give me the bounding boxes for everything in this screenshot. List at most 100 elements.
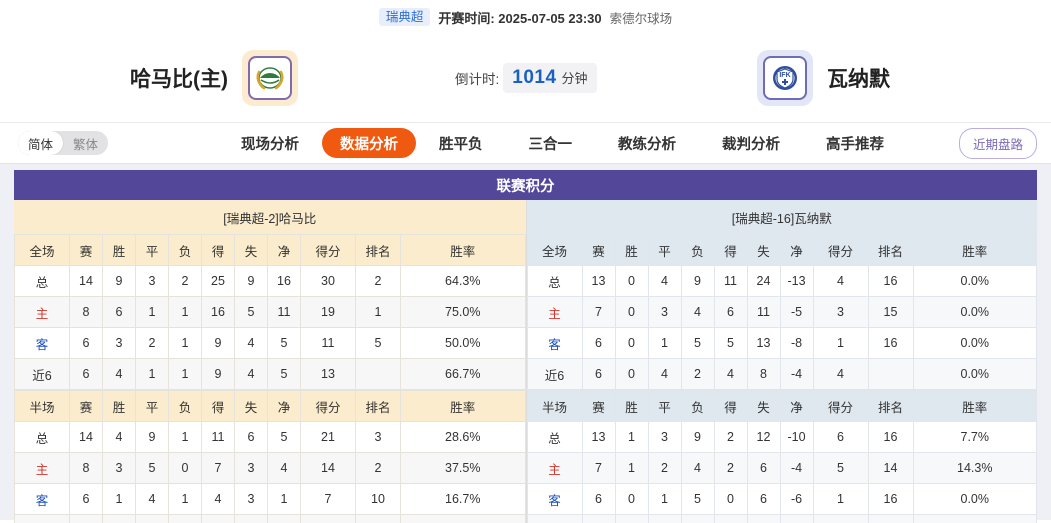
- row-scope-label: 客: [14, 327, 70, 359]
- cell-stat: 19: [300, 296, 356, 328]
- row-scope-label: 总: [14, 265, 70, 297]
- cell-stat: 11: [713, 265, 748, 297]
- cell-stat: 1: [168, 483, 202, 515]
- cell-stat: 2: [713, 452, 748, 484]
- cell-stat: 0: [168, 452, 202, 484]
- cell-stat: 16: [867, 421, 914, 453]
- nav-bar: 简体 繁体 现场分析 数据分析 胜平负 三合一 教练分析 裁判分析 高手推荐 近…: [0, 122, 1051, 164]
- lang-simplified-option[interactable]: 简体: [18, 131, 64, 155]
- cell-stat: 2: [355, 265, 401, 297]
- away-standings-panel: [瑞典超-16]瓦纳默 全场 赛 胜 平 负 得 失 净: [525, 200, 1038, 523]
- cell-stat: 8: [746, 358, 781, 390]
- cell-stat: 3: [812, 296, 869, 328]
- lang-traditional-option[interactable]: 繁体: [73, 137, 99, 152]
- cell-stat: 6: [713, 296, 748, 328]
- cell-stat: 1: [614, 421, 649, 453]
- cell-stat: 3: [201, 514, 235, 523]
- col-win-rate: 胜率: [912, 234, 1037, 266]
- cell-win-rate: 28.6%: [400, 421, 526, 453]
- away-fulltime-body: 总 13 0 4 9 11 24 -13 4 16 0.0% 主 7 0 3 4 6 11 -5 3 15 0.0% 客 6 0…: [526, 265, 1037, 390]
- cell-stat: 2: [647, 452, 682, 484]
- col-loss: 负: [680, 390, 715, 422]
- col-draw: 平: [647, 234, 682, 266]
- col-loss: 负: [680, 234, 715, 266]
- cell-stat: 4: [746, 514, 781, 523]
- col-played: 赛: [581, 234, 616, 266]
- cell-stat: 5: [680, 327, 715, 359]
- cell-stat: 4: [135, 483, 169, 515]
- tab-live-analysis[interactable]: 现场分析: [241, 136, 299, 153]
- cell-stat: 4: [812, 358, 869, 390]
- cell-stat: -5: [779, 296, 814, 328]
- cell-stat: 7: [201, 452, 235, 484]
- cell-stat: 3: [355, 421, 401, 453]
- cell-win-rate: 64.3%: [400, 265, 526, 297]
- tab-coach-analysis[interactable]: 教练分析: [618, 136, 676, 153]
- col-rank: 排名: [355, 390, 401, 422]
- home-team-name: 哈马比(主): [130, 68, 228, 91]
- cell-stat: 9: [234, 265, 268, 297]
- countdown-unit: 分钟: [561, 71, 588, 86]
- table-row: 客 6 0 1 5 0 6 -6 1 16 0.0%: [526, 483, 1037, 515]
- cell-stat: 16: [201, 296, 235, 328]
- cell-stat: 1: [135, 296, 169, 328]
- cell-stat: 4: [680, 296, 715, 328]
- col-goal-diff: 净: [267, 390, 301, 422]
- row-scope-label: 客: [526, 483, 583, 515]
- tab-referee-analysis[interactable]: 裁判分析: [722, 136, 780, 153]
- recent-odds-button[interactable]: 近期盘路: [958, 127, 1037, 159]
- cell-stat: 5: [135, 452, 169, 484]
- cell-stat: 3: [102, 452, 136, 484]
- cell-stat: 11: [267, 296, 301, 328]
- cell-stat: 25: [201, 265, 235, 297]
- col-goal-diff: 净: [267, 234, 301, 266]
- away-fulltime-table: 全场 赛 胜 平 负 得 失 净 得分 排名 胜率 总 13 0 4 9 11 24 -13 4…: [526, 234, 1038, 390]
- cell-stat: 21: [300, 421, 356, 453]
- cell-win-rate: 0.0%: [912, 358, 1037, 390]
- cell-stat: 3: [234, 483, 268, 515]
- tab-three-in-one[interactable]: 三合一: [528, 136, 573, 153]
- col-rank: 排名: [867, 390, 914, 422]
- cell-stat: [355, 514, 401, 523]
- cell-stat: -6: [779, 483, 814, 515]
- cell-stat: 0: [614, 327, 649, 359]
- cell-stat: -13: [779, 265, 814, 297]
- cell-stat: 8: [69, 452, 103, 484]
- cell-win-rate: 16.7%: [400, 514, 526, 523]
- away-team-crest-icon: IFK: [757, 50, 813, 106]
- cell-stat: 6: [69, 327, 103, 359]
- cell-stat: 6: [102, 296, 136, 328]
- col-played: 赛: [581, 390, 616, 422]
- cell-stat: 5: [267, 421, 301, 453]
- league-tag[interactable]: 瑞典超: [378, 7, 431, 27]
- row-scope-label: 近6: [526, 514, 583, 523]
- tab-expert-picks[interactable]: 高手推荐: [826, 136, 884, 153]
- away-team[interactable]: IFK 瓦纳默: [757, 50, 890, 106]
- row-scope-label: 客: [14, 483, 70, 515]
- tab-win-draw-loss[interactable]: 胜平负: [439, 136, 483, 153]
- table-row: 主 8 3 5 0 7 3 4 14 2 37.5%: [14, 452, 526, 484]
- cell-stat: 7: [300, 483, 356, 515]
- cell-stat: 1: [102, 514, 136, 523]
- cell-stat: 1: [168, 358, 202, 390]
- language-toggle[interactable]: 简体 繁体: [18, 131, 109, 155]
- cell-stat: 24: [746, 265, 781, 297]
- cell-win-rate: 14.3%: [912, 452, 1037, 484]
- col-goals-for: 得: [201, 390, 235, 422]
- standings-panels: [瑞典超-2]哈马比 全场 赛 胜 平 负 得 失 净: [14, 200, 1037, 523]
- home-team[interactable]: 哈马比(主): [130, 50, 298, 106]
- col-goals-against: 失: [234, 390, 268, 422]
- col-loss: 负: [168, 234, 202, 266]
- cell-stat: 13: [746, 327, 781, 359]
- tab-data-analysis[interactable]: 数据分析: [322, 128, 416, 158]
- cell-stat: 6: [581, 483, 616, 515]
- cell-stat: 6: [581, 358, 616, 390]
- row-scope-label: 主: [526, 452, 583, 484]
- table-header-row: 半场 赛 胜 平 负 得 失 净 得分 排名 胜率: [14, 390, 526, 422]
- cell-stat: 4: [647, 265, 682, 297]
- table-row: 客 6 3 2 1 9 4 5 11 5 50.0%: [14, 327, 526, 359]
- home-halftime-table: 半场 赛 胜 平 负 得 失 净 得分 排名 胜率 总 14 4 9 1 11 6 5 21 3 2…: [14, 390, 526, 523]
- col-rank: 排名: [867, 234, 914, 266]
- countdown-label: 倒计时:: [455, 72, 500, 87]
- cell-stat: 11: [746, 296, 781, 328]
